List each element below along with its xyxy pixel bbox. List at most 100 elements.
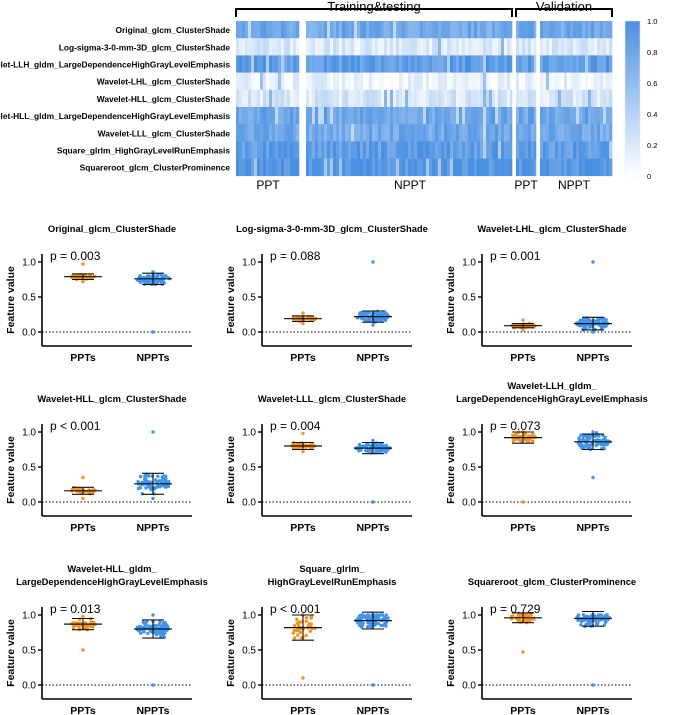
heatmap-cell bbox=[360, 158, 364, 177]
heatmap-cell bbox=[486, 89, 490, 108]
heatmap-cell bbox=[594, 107, 598, 125]
heatmap-cell bbox=[423, 55, 427, 73]
data-point bbox=[602, 442, 607, 446]
heatmap-cell bbox=[444, 124, 448, 142]
data-point bbox=[367, 317, 372, 321]
data-point bbox=[581, 324, 585, 328]
heatmap-cell bbox=[483, 107, 487, 125]
heatmap-cell bbox=[426, 21, 430, 39]
heatmap-cell bbox=[573, 107, 577, 125]
heatmap-cell bbox=[315, 89, 319, 108]
heatmap-cell bbox=[459, 72, 463, 91]
heatmap-cell bbox=[381, 107, 385, 125]
heatmap-cell bbox=[510, 21, 513, 39]
heatmap-cell bbox=[360, 38, 364, 56]
data-point bbox=[81, 279, 85, 284]
heatmap-cell bbox=[248, 124, 252, 142]
data-point bbox=[301, 311, 305, 315]
heatmap-cell bbox=[357, 38, 361, 56]
data-point bbox=[145, 279, 149, 283]
data-point bbox=[583, 319, 587, 323]
heatmap-cell bbox=[486, 72, 490, 91]
heatmap-cell bbox=[330, 72, 334, 91]
heatmap-cell bbox=[558, 21, 562, 39]
heatmap-cell bbox=[339, 38, 343, 56]
heatmap-cell bbox=[561, 21, 565, 39]
heatmap-cell bbox=[543, 21, 547, 39]
heatmap-cell bbox=[315, 55, 319, 73]
dot-plot: Squareroot_glcm_ClusterProminence Feature… bbox=[445, 576, 636, 715]
heatmap-cell bbox=[411, 38, 415, 56]
heatmap-cell bbox=[549, 158, 553, 177]
heatmap-cell bbox=[369, 107, 373, 125]
heatmap-cell bbox=[281, 89, 285, 108]
heatmap-cell bbox=[318, 107, 322, 125]
heatmap-cell bbox=[591, 89, 595, 108]
y-tick-label: 0.5 bbox=[22, 293, 36, 304]
heatmap-cell bbox=[357, 21, 361, 39]
heatmap-cell bbox=[306, 107, 310, 125]
heatmap-cell bbox=[516, 158, 520, 177]
heatmap-cell bbox=[441, 89, 445, 108]
heatmap-cell bbox=[324, 141, 328, 159]
heatmap-cell bbox=[405, 38, 409, 56]
data-point bbox=[298, 630, 303, 635]
data-point bbox=[160, 279, 164, 284]
heatmap-cell bbox=[429, 158, 433, 177]
heatmap-cell bbox=[327, 72, 331, 91]
heatmap-cell bbox=[293, 21, 297, 39]
data-point bbox=[360, 317, 365, 321]
heatmap-cell bbox=[489, 158, 493, 177]
heatmap-cell bbox=[432, 124, 436, 142]
heatmap-cell bbox=[441, 141, 445, 159]
heatmap-cell bbox=[576, 38, 580, 56]
heatmap-cell bbox=[462, 107, 466, 125]
heatmap-cell bbox=[257, 38, 261, 56]
heatmap-cell bbox=[555, 21, 559, 39]
heatmap-cell bbox=[417, 158, 421, 177]
heatmap-cell bbox=[363, 38, 367, 56]
heatmap-cell bbox=[284, 141, 288, 159]
data-point bbox=[591, 475, 595, 480]
heatmap-cell bbox=[327, 55, 331, 73]
heatmap-cell bbox=[447, 89, 451, 108]
heatmap-cell bbox=[260, 141, 264, 159]
heatmap-cell bbox=[342, 89, 346, 108]
heatmap-cell bbox=[272, 38, 276, 56]
heatmap-cell bbox=[242, 107, 246, 125]
heatmap-cell bbox=[263, 158, 267, 177]
heatmap-cell bbox=[603, 141, 607, 159]
heatmap-cell bbox=[342, 38, 346, 56]
heatmap-cell bbox=[465, 158, 469, 177]
y-axis-label: Feature value bbox=[445, 436, 457, 504]
heatmap-cell bbox=[345, 21, 349, 39]
data-point bbox=[591, 260, 595, 264]
heatmap-cell bbox=[345, 158, 349, 177]
y-axis-label: Feature value bbox=[225, 619, 237, 687]
heatmap-cell bbox=[522, 38, 526, 56]
heatmap-cell bbox=[324, 21, 328, 39]
data-point bbox=[378, 444, 382, 449]
heatmap-cell bbox=[318, 124, 322, 142]
data-point bbox=[151, 683, 155, 687]
heatmap-cell bbox=[534, 141, 537, 159]
data-point bbox=[580, 446, 584, 450]
heatmap-cell bbox=[399, 21, 403, 39]
heatmap-cell bbox=[360, 124, 364, 142]
heatmap-cell bbox=[477, 38, 481, 56]
y-tick-label: 0.0 bbox=[242, 328, 256, 339]
heatmap-cell bbox=[324, 89, 328, 108]
heatmap-cell bbox=[585, 38, 589, 56]
heatmap-cell bbox=[426, 89, 430, 108]
x-tick-label: NPPTs bbox=[356, 352, 389, 364]
y-tick-label: 0.0 bbox=[22, 328, 36, 339]
heatmap-cell bbox=[555, 38, 559, 56]
heatmap-cell bbox=[254, 141, 258, 159]
plot-title: Original_glcm_ClusterShade bbox=[48, 223, 176, 234]
heatmap-cell bbox=[555, 89, 559, 108]
data-point bbox=[591, 330, 595, 334]
heatmap-cell bbox=[489, 141, 493, 159]
heatmap-cell bbox=[501, 89, 505, 108]
plot-title: Wavelet-LHL_glcm_ClusterShade bbox=[477, 223, 626, 234]
